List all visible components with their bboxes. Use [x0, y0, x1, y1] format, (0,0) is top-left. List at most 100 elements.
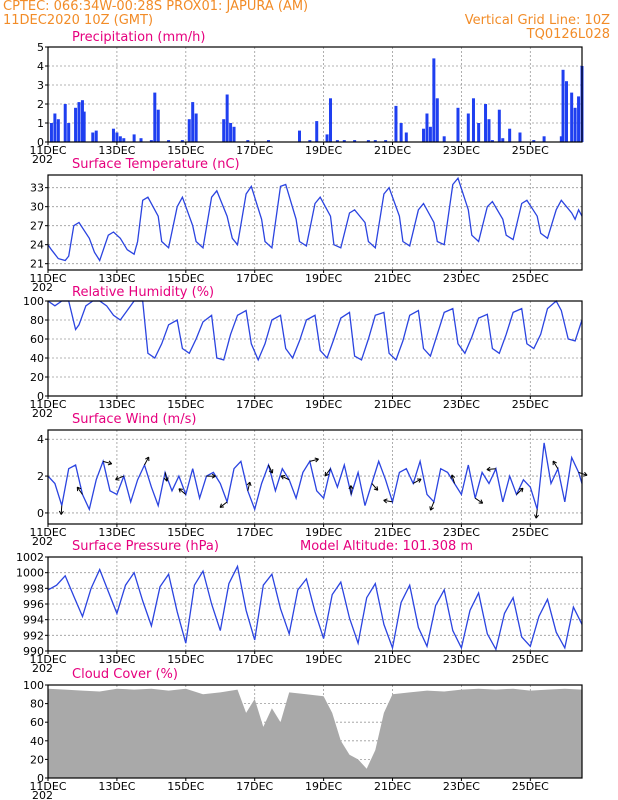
year-label: 202 [32, 407, 53, 420]
wind-arrow-head [219, 503, 225, 508]
wind-arrow [144, 456, 150, 466]
precip-bar [229, 123, 233, 142]
precip-bar [497, 109, 501, 142]
precip-bar [63, 104, 67, 142]
y-tick-label: 21 [30, 258, 44, 271]
x-tick-label: 25DEC [512, 526, 549, 539]
panel-frame [47, 174, 583, 271]
precip-bar [246, 140, 250, 142]
precip-bar [149, 140, 153, 142]
precip-bar [67, 123, 71, 142]
precip-bar [111, 128, 115, 142]
x-tick-label: 25DEC [512, 272, 549, 285]
panel-title: Surface Temperature (nC) [72, 157, 240, 172]
wind-arrow-head [478, 499, 484, 504]
series-line [47, 176, 583, 262]
x-tick-label: 17DEC [236, 272, 273, 285]
y-tick-label: 0 [37, 136, 44, 149]
wind-arrow [430, 501, 435, 511]
x-tick-label: 19DEC [305, 272, 342, 285]
precip-bar [373, 140, 377, 142]
x-tick-label: 13DEC [98, 398, 135, 411]
wind-arrow-head [211, 473, 216, 479]
wind-arrow [451, 474, 456, 484]
x-tick-label: 15DEC [167, 398, 204, 411]
wind-arrow [474, 497, 483, 504]
wind-arrow-head [107, 460, 113, 466]
wind-arrow [535, 509, 538, 519]
y-tick-label: 100 [23, 295, 44, 308]
year-label: 202 [32, 535, 53, 548]
x-tick-label: 21DEC [374, 526, 411, 539]
y-tick-label: 998 [23, 582, 44, 595]
precip-bar [325, 134, 329, 142]
precip-bar [490, 140, 494, 142]
y-tick-label: 60 [30, 716, 44, 729]
precip-bar [297, 130, 301, 142]
wind-arrow [383, 499, 393, 503]
precip-bar [564, 81, 568, 142]
panel-bg [48, 47, 582, 142]
x-tick-label: 19DEC [305, 526, 342, 539]
precip-bar [156, 109, 160, 142]
wind-arrow [268, 464, 273, 474]
grid-note: Vertical Grid Line: 10Z [464, 13, 610, 28]
precip-bar [56, 119, 60, 142]
y-tick-label: 2 [37, 98, 44, 111]
precip-bar [139, 138, 143, 142]
wind-arrow-head [145, 456, 150, 462]
wind-arrow [60, 505, 63, 515]
precip-bar [191, 102, 195, 142]
wind-arrow [164, 472, 168, 482]
precip-bar [422, 128, 426, 142]
precip-bar [153, 92, 157, 142]
wind-arrow-head [348, 485, 354, 490]
wind-arrow-head [519, 487, 524, 493]
panel-bg [48, 175, 582, 270]
chart-header: CPTEC: 066:34W-00:28S PROX01: JAPURA (AM… [0, 0, 618, 44]
x-tick-label: 11DEC [29, 780, 66, 793]
wind-arrow [324, 468, 331, 477]
y-tick-label: 20 [30, 753, 44, 766]
x-tick-label: 21DEC [374, 653, 411, 666]
wind-arrow [178, 488, 187, 495]
y-tick-label: 40 [30, 735, 44, 748]
model-code: TQ0126L028 [526, 27, 610, 42]
precip-bar [167, 140, 171, 142]
wind-arrow [309, 458, 319, 462]
x-tick-label: 23DEC [443, 780, 480, 793]
wind-arrow-head [163, 477, 169, 482]
precip-bar [466, 113, 470, 142]
x-tick-label: 17DEC [236, 780, 273, 793]
wind-arrow [115, 475, 124, 481]
precip-bar [404, 132, 408, 142]
wind-arrow [412, 478, 422, 484]
precip-bar [477, 123, 481, 142]
x-tick-label: 21DEC [374, 272, 411, 285]
panel-frame [47, 684, 583, 779]
precip-bar [561, 69, 565, 142]
x-tick-label: 23DEC [443, 398, 480, 411]
x-tick-label: 21DEC [374, 780, 411, 793]
wind-arrow [247, 481, 251, 491]
year-label: 202 [32, 662, 53, 675]
y-tick-label: 1 [37, 117, 44, 130]
y-tick-label: 994 [23, 614, 44, 627]
precip-bar [82, 111, 86, 142]
wind-arrow-head [383, 498, 388, 504]
y-tick-label: 40 [30, 352, 44, 365]
wind-arrow [76, 486, 83, 495]
cloud-cover-area [48, 688, 582, 778]
y-tick-label: 27 [30, 220, 44, 233]
precip-bar [132, 134, 136, 142]
wind-arrow [486, 468, 496, 470]
x-tick-label: 25DEC [512, 144, 549, 157]
precip-bar [118, 136, 122, 142]
y-tick-label: 990 [23, 645, 44, 658]
x-tick-label: 25DEC [512, 780, 549, 793]
precip-bar [266, 140, 270, 142]
precip-bar [53, 113, 57, 142]
x-tick-label: 13DEC [98, 780, 135, 793]
y-tick-label: 80 [30, 698, 44, 711]
precip-bar [394, 105, 398, 142]
